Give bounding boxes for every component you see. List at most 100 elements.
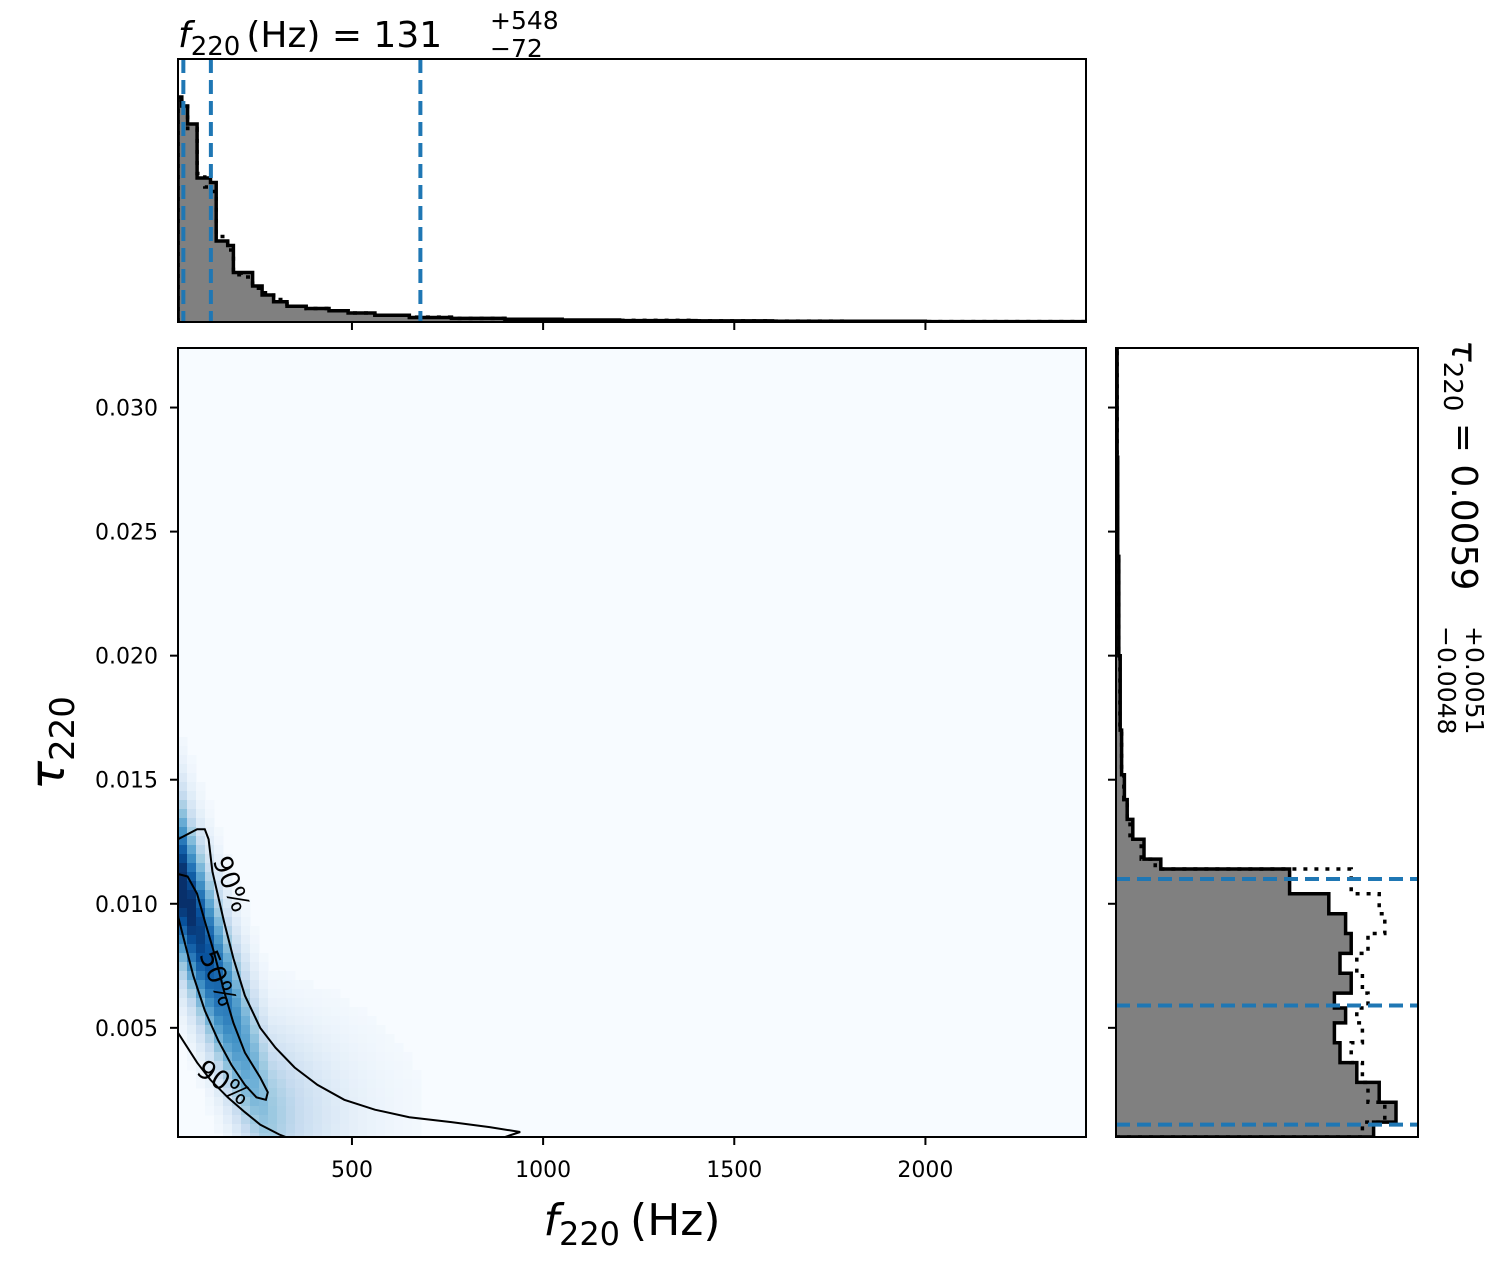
density-cell xyxy=(376,1043,386,1053)
density-cell xyxy=(232,980,242,990)
density-cell xyxy=(322,1097,332,1107)
density-cell xyxy=(322,1007,332,1017)
density-cell xyxy=(187,917,197,927)
density-cell xyxy=(250,1133,260,1137)
density-cell xyxy=(385,1124,395,1134)
density-cell xyxy=(214,1070,224,1080)
density-cell xyxy=(268,1097,278,1107)
density-cell xyxy=(241,971,251,981)
density-cell xyxy=(205,1061,215,1071)
density-cell xyxy=(340,1052,350,1062)
density-cell xyxy=(277,1088,287,1098)
density-cell xyxy=(394,1079,404,1089)
density-cell xyxy=(196,1016,206,1026)
density-cell xyxy=(268,998,278,1008)
density-cell xyxy=(232,1034,242,1044)
density-cell xyxy=(250,980,260,990)
density-cell xyxy=(178,755,188,765)
density-cell xyxy=(214,944,224,954)
density-cell xyxy=(214,971,224,981)
contour-90pct xyxy=(178,828,521,1137)
density-cell xyxy=(277,1097,287,1107)
density-cell xyxy=(187,764,197,774)
density-cell xyxy=(277,1124,287,1134)
joint-panel: 90%50%90% 500 1000 1500 20000.0050.0100.015… xyxy=(20,347,1087,1253)
density-cell xyxy=(358,1106,368,1116)
density-cell xyxy=(259,998,269,1008)
density-cell xyxy=(412,1097,422,1107)
density-cell xyxy=(250,1007,260,1017)
density-cell xyxy=(331,1007,341,1017)
density-cell xyxy=(349,1097,359,1107)
density-cell xyxy=(268,1133,278,1137)
density-cell xyxy=(295,1007,305,1017)
density-cell xyxy=(250,1088,260,1098)
density-cell xyxy=(196,809,206,819)
density-cell xyxy=(313,1007,323,1017)
density-cell xyxy=(196,1052,206,1062)
density-cell xyxy=(331,1043,341,1053)
density-cell xyxy=(223,872,233,882)
density-cell xyxy=(385,1043,395,1053)
density-cell xyxy=(214,827,224,837)
density-cell xyxy=(259,980,269,990)
density-cell xyxy=(304,1124,314,1134)
density-cell xyxy=(367,1070,377,1080)
density-cell xyxy=(241,1025,251,1035)
density-cell xyxy=(205,899,215,909)
density-cell xyxy=(331,1052,341,1062)
density-cell xyxy=(295,1115,305,1125)
density-cell xyxy=(232,1097,242,1107)
density-cell xyxy=(205,989,215,999)
top-histogram-panel: f220 (Hz) = 131 +548 −72 xyxy=(177,6,1087,330)
density-cell xyxy=(196,890,206,900)
density-cell xyxy=(178,917,188,927)
density-cell xyxy=(232,899,242,909)
density-cell xyxy=(367,1016,377,1026)
density-cell xyxy=(286,1007,296,1017)
density-cell xyxy=(277,1007,287,1017)
density-cell xyxy=(241,1097,251,1107)
density-cell xyxy=(178,881,188,891)
density-cell xyxy=(295,1061,305,1071)
density-cell xyxy=(394,1052,404,1062)
density-cell xyxy=(187,1061,197,1071)
density-cell xyxy=(187,899,197,909)
density-cell xyxy=(205,1025,215,1035)
density-cell xyxy=(286,1061,296,1071)
top-histogram-title-sup: +548 xyxy=(490,6,559,35)
density-cell xyxy=(187,782,197,792)
x-tick-label: 2000 xyxy=(897,1158,953,1183)
density-cell xyxy=(403,1088,413,1098)
density-cell xyxy=(268,989,278,999)
density-cell xyxy=(322,1079,332,1089)
density-cell xyxy=(358,1043,368,1053)
density-cell xyxy=(196,917,206,927)
density-cell xyxy=(385,1070,395,1080)
density-cell xyxy=(376,1052,386,1062)
y-tick-label: 0.015 xyxy=(95,769,158,794)
density-cell xyxy=(322,1088,332,1098)
density-cell xyxy=(250,944,260,954)
density-cell xyxy=(250,1070,260,1080)
density-cell xyxy=(304,1034,314,1044)
density-cell xyxy=(349,1124,359,1134)
density-cell xyxy=(367,1115,377,1125)
density-cell xyxy=(385,1133,395,1137)
y-axis-label: τ220 xyxy=(20,696,83,790)
density-cell xyxy=(241,989,251,999)
density-cell xyxy=(277,1043,287,1053)
density-cell xyxy=(214,1088,224,1098)
density-cell xyxy=(187,854,197,864)
density-cell xyxy=(178,845,188,855)
y-tick-label: 0.010 xyxy=(95,893,158,918)
density-cell xyxy=(340,1124,350,1134)
density-cell xyxy=(241,1124,251,1134)
density-cell xyxy=(187,791,197,801)
density-cell xyxy=(187,908,197,918)
density-cell xyxy=(205,944,215,954)
density-cell xyxy=(340,1133,350,1137)
density-cell xyxy=(268,1079,278,1089)
density-cell xyxy=(349,1034,359,1044)
density-cell xyxy=(295,1052,305,1062)
